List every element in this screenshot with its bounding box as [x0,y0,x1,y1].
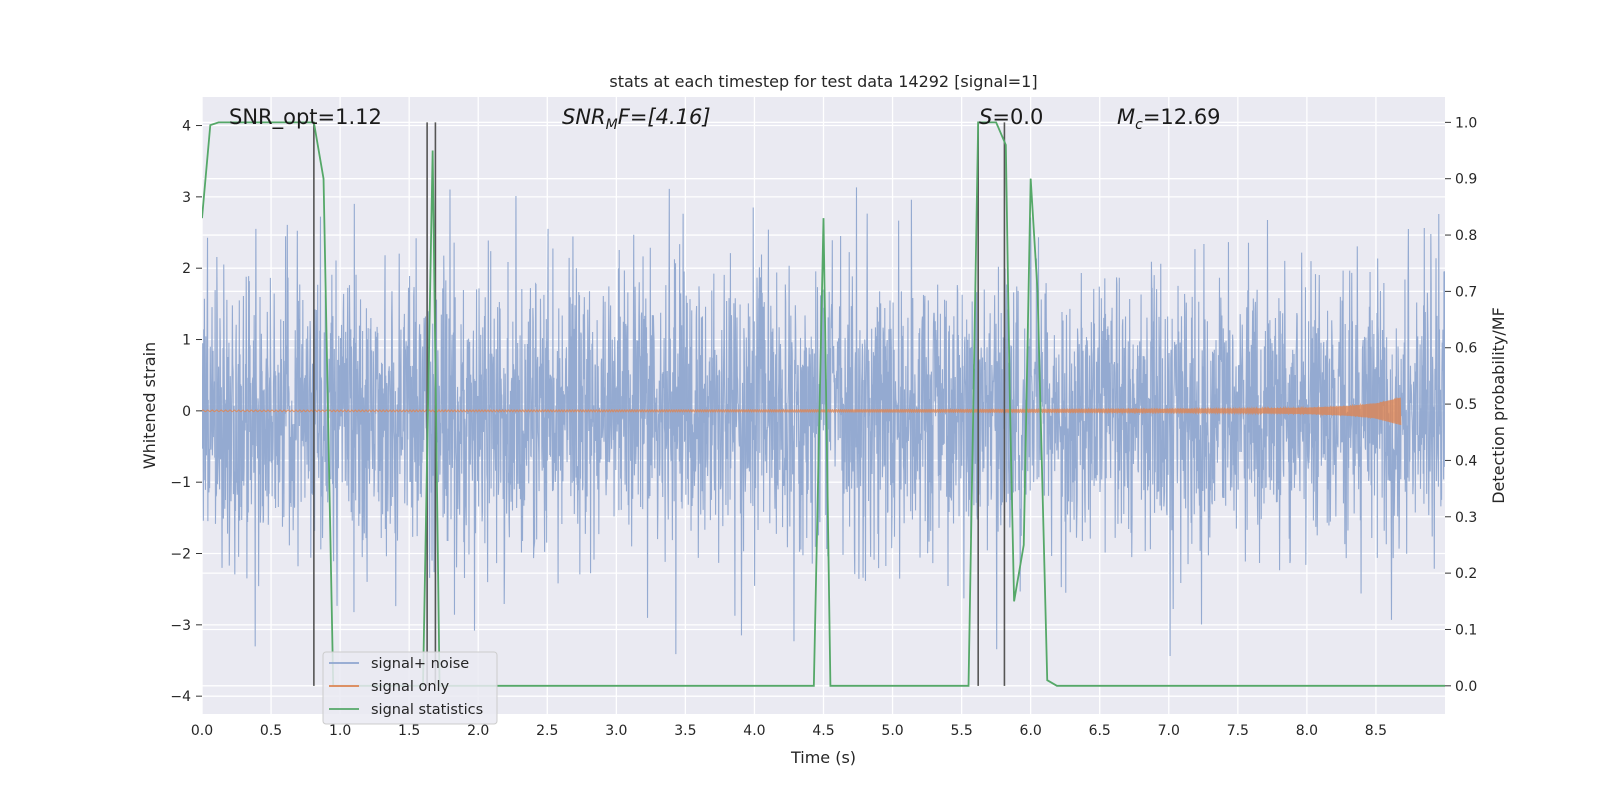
chart-title: stats at each timestep for test data 142… [609,72,1037,91]
x-tick-label: 1.0 [329,723,351,739]
x-tick-label: 8.5 [1365,723,1387,739]
annotation-s-var: S [979,105,992,129]
y-tick-label: −2 [170,547,191,563]
x-axis-label: Time (s) [790,748,856,767]
annotation-snr-mf-var: SNR [562,105,606,129]
x-tick-label: 4.0 [743,723,765,739]
y-right-tick-label: 0.3 [1455,510,1477,526]
annotation-snr-mf: SNRMF=[4.16] [562,105,711,133]
x-tick-label: 6.0 [1020,723,1042,739]
y-axis-label: Whitened strain [140,342,159,469]
x-tick-label: 4.5 [812,723,834,739]
annotation-snr-mf-sub: M [606,117,618,133]
legend: signal+ noise signal only signal statist… [322,651,498,725]
x-tick-label: 7.5 [1227,723,1249,739]
x-tick-label: 0.0 [191,723,213,739]
y-right-tick-label: 0.7 [1455,284,1477,300]
x-tick-label: 5.0 [881,723,903,739]
y-tick-label: 2 [182,261,191,277]
legend-label-signal-only: signal only [371,679,450,695]
y-right-tick-label: 0.0 [1455,679,1477,695]
y-tick-label: 3 [182,190,191,206]
annotation-snr-opt: SNR_opt=1.12 [229,105,382,130]
y-right-tick-label: 0.8 [1455,228,1477,244]
y-tick-label: −4 [170,689,191,705]
y-tick-label: −1 [170,475,191,491]
x-tick-label: 1.5 [398,723,420,739]
y-right-tick-label: 0.5 [1455,397,1477,413]
x-tick-label: 3.5 [674,723,696,739]
x-tick-label: 8.0 [1296,723,1318,739]
annotation-mc: Mc=12.69 [1117,105,1221,133]
x-tick-label: 2.0 [467,723,489,739]
x-tick-label: 5.5 [950,723,972,739]
y-right-tick-label: 0.4 [1455,453,1477,469]
y-tick-label: 4 [182,119,191,135]
annotation-mc-rest: =12.69 [1143,105,1221,129]
x-tick-label: 3.0 [605,723,627,739]
legend-label-signal-statistics: signal statistics [371,702,483,718]
x-tick-label: 7.0 [1158,723,1180,739]
annotation-s: S=0.0 [979,105,1043,129]
annotation-s-rest: =0.0 [992,105,1043,129]
y-right-tick-label: 0.6 [1455,341,1477,357]
axis-ticks: 0.0 0.5 1.0 1.5 2.0 2.5 3.0 3.5 4.0 4.5 5.0 5.5 6.0 6… [170,115,1477,739]
y-right-tick-label: 0.2 [1455,566,1477,582]
x-tick-label: 6.5 [1089,723,1111,739]
series-signal-only-line [202,396,1402,426]
annotation-mc-var: M [1117,105,1135,129]
y-right-tick-label: 0.9 [1455,172,1477,188]
y-axis-right-label: Detection probability/MF [1489,307,1508,504]
series-signal-statistics-line [202,121,1445,687]
y-tick-label: −3 [170,618,191,634]
legend-box [322,651,498,725]
series-signal-statistics [202,121,1445,687]
legend-label-signal-noise: signal+ noise [371,656,469,672]
x-tick-label: 2.5 [536,723,558,739]
x-tick-label: 0.5 [260,723,282,739]
series-signal-only [202,396,1402,426]
y-tick-label: 0 [182,404,191,420]
annotation-mc-sub: c [1135,117,1143,133]
y-tick-label: 1 [182,333,191,349]
y-right-tick-label: 1.0 [1455,115,1477,131]
annotation-snr-mf-rest: F=[4.16] [618,105,711,129]
y-right-tick-label: 0.1 [1455,622,1477,638]
